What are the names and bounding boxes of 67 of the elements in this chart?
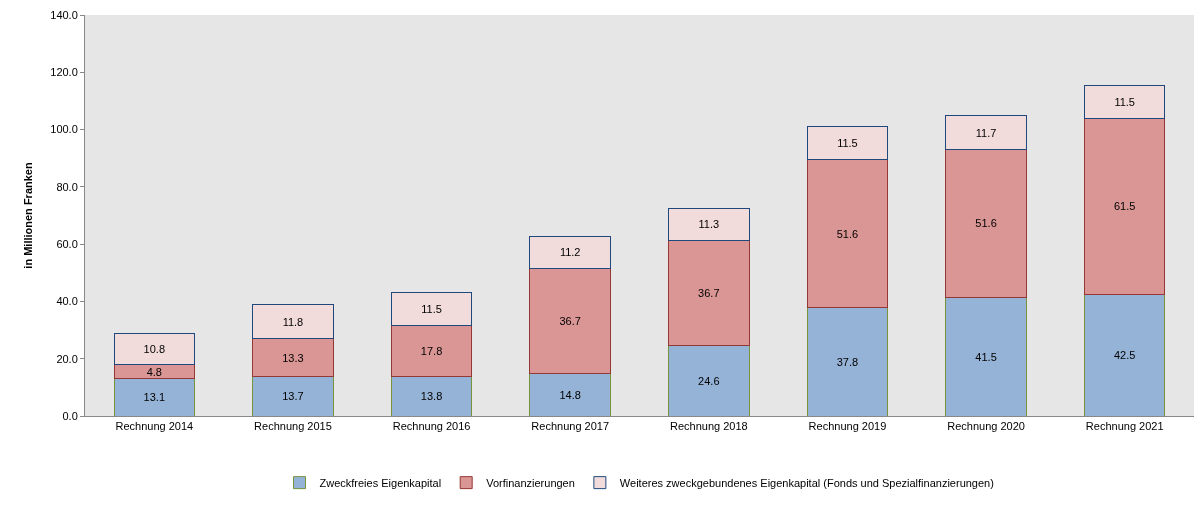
data-label: 11.5 [1114,95,1135,108]
x-tick-label: Rechnung 2020 [947,420,1025,433]
data-label: 51.6 [975,217,997,230]
legend-label: Vorfinanzierungen [486,476,575,489]
y-tick-label: 0.0 [62,409,78,422]
bar [945,296,1027,416]
data-label: 11.3 [698,218,720,231]
legend-label: Zweckfreies Eigenkapital [319,476,442,489]
bar [806,126,889,161]
data-label: 51.6 [836,227,859,240]
data-label: 10.8 [143,343,166,356]
bar [529,373,611,416]
bar [945,115,1027,150]
bar [668,207,750,241]
data-label: 13.7 [282,390,304,403]
bar [1083,84,1166,119]
data-label: 4.8 [146,365,162,378]
bar [113,333,196,366]
y-axis-title: in Millionen Franken [21,162,34,269]
bar [806,159,889,309]
bar [390,324,473,377]
data-label: 13.3 [282,351,304,364]
bar [252,376,334,416]
data-label: 36.7 [559,315,581,328]
x-tick-label: Rechnung 2015 [254,420,332,433]
legend-label: Weiteres zweckgebundenes Eigenkapital (Fonds und Spezialfinanzierungen) [619,476,994,489]
data-label: 24.6 [698,374,720,387]
y-tick-label: 60.0 [56,237,78,250]
data-label: 41.5 [975,350,997,363]
bar [1083,293,1166,416]
bar [806,307,889,416]
data-label: 14.8 [559,388,581,401]
bar [529,267,611,375]
bar [252,338,334,378]
y-tick-label: 20.0 [56,352,78,365]
x-tick-label: Rechnung 2014 [115,420,194,433]
bar [390,292,473,326]
data-label: 13.1 [143,391,166,404]
data-label: 11.7 [975,126,997,139]
data-label: 11.2 [559,246,581,259]
data-label: 36.7 [698,286,720,299]
data-label: 11.5 [421,303,442,316]
y-tick-label: 120.0 [50,66,78,79]
x-tick-label: Rechnung 2019 [808,420,887,433]
y-tick-label: 100.0 [50,123,78,136]
data-label: 13.8 [420,390,443,403]
bar [252,304,334,340]
x-tick-label: Rechnung 2017 [531,420,610,433]
y-tick-label: 40.0 [56,295,78,308]
data-label: 37.8 [836,355,859,368]
bar [113,377,196,416]
bar [390,375,473,416]
data-label: 42.5 [1113,349,1136,362]
x-tick-label: Rechnung 2016 [392,420,471,433]
bar [668,345,750,416]
x-tick-label: Rechnung 2021 [1085,420,1164,433]
bar [668,239,750,347]
y-tick-label: 140.0 [50,8,78,21]
data-label: 61.5 [1113,200,1136,213]
data-label: 17.8 [420,344,443,357]
data-label: 11.8 [282,315,304,328]
bar [945,148,1027,298]
bar [1083,117,1166,295]
y-tick-label: 80.0 [56,180,78,193]
data-label: 11.5 [837,137,858,150]
bar [529,235,611,269]
x-tick-label: Rechnung 2018 [669,420,748,433]
